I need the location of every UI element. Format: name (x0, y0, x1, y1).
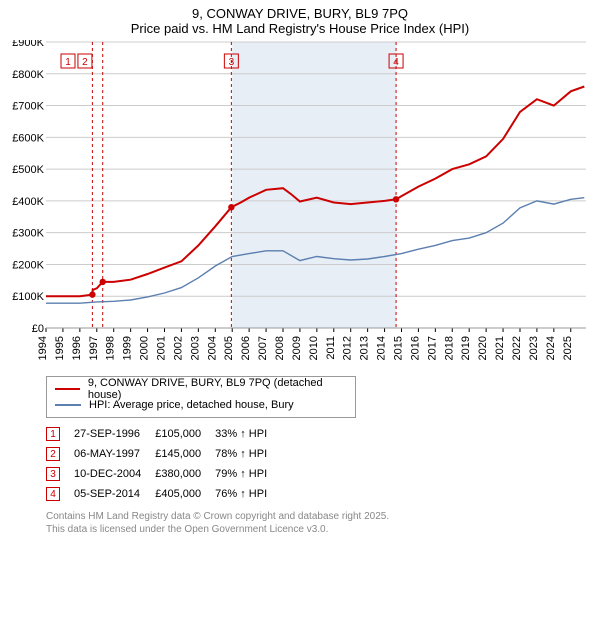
svg-text:3: 3 (229, 57, 235, 68)
svg-text:2025: 2025 (562, 336, 574, 360)
legend-label-property: 9, CONWAY DRIVE, BURY, BL9 7PQ (detached… (88, 377, 347, 401)
svg-text:1998: 1998 (105, 336, 117, 360)
svg-text:2017: 2017 (426, 336, 438, 360)
svg-text:2015: 2015 (392, 336, 404, 360)
event-marker: 3 (46, 467, 60, 481)
svg-text:2000: 2000 (139, 336, 151, 360)
legend-swatch-hpi (55, 404, 81, 405)
attribution: Contains HM Land Registry data © Crown c… (46, 510, 590, 536)
svg-text:£500K: £500K (12, 164, 44, 176)
legend: 9, CONWAY DRIVE, BURY, BL9 7PQ (detached… (46, 376, 356, 418)
svg-text:2019: 2019 (460, 336, 472, 360)
svg-text:2001: 2001 (155, 336, 167, 360)
event-price: £145,000 (155, 444, 215, 464)
event-date: 10-DEC-2004 (74, 464, 155, 484)
svg-text:1994: 1994 (37, 336, 49, 360)
svg-text:2005: 2005 (223, 336, 235, 360)
svg-text:1996: 1996 (71, 336, 83, 360)
svg-text:£100K: £100K (12, 291, 44, 303)
svg-text:£900K: £900K (12, 40, 44, 49)
chart-svg: £0 £100K £200K £300K £400K £500K £600K £700K £80… (10, 40, 590, 370)
svg-text:£300K: £300K (12, 228, 44, 240)
svg-text:£800K: £800K (12, 69, 44, 81)
svg-text:2006: 2006 (240, 336, 252, 360)
svg-text:£700K: £700K (12, 101, 44, 113)
svg-text:1: 1 (65, 57, 71, 68)
event-row: 1 27-SEP-1996£105,00033% ↑ HPI (46, 424, 281, 444)
svg-text:2016: 2016 (409, 336, 421, 360)
legend-swatch-property (55, 388, 80, 390)
svg-text:2013: 2013 (359, 336, 371, 360)
legend-label-hpi: HPI: Average price, detached house, Bury (89, 399, 294, 411)
svg-text:2012: 2012 (342, 336, 354, 360)
plot-area: £0 £100K £200K £300K £400K £500K £600K £700K £80… (10, 40, 590, 370)
svg-text:2014: 2014 (376, 336, 388, 360)
svg-text:1997: 1997 (88, 336, 100, 360)
svg-text:2: 2 (82, 57, 88, 68)
svg-text:£400K: £400K (12, 196, 44, 208)
event-marker: 2 (46, 447, 60, 461)
title-line-2: Price paid vs. HM Land Registry's House … (10, 21, 590, 36)
svg-text:2008: 2008 (274, 336, 286, 360)
svg-text:£200K: £200K (12, 259, 44, 271)
svg-text:2007: 2007 (257, 336, 269, 360)
svg-text:2020: 2020 (477, 336, 489, 360)
svg-text:2010: 2010 (308, 336, 320, 360)
svg-text:4: 4 (393, 57, 399, 68)
event-price: £105,000 (155, 424, 215, 444)
event-date: 06-MAY-1997 (74, 444, 155, 464)
event-price: £380,000 (155, 464, 215, 484)
svg-text:2002: 2002 (172, 336, 184, 360)
event-date: 27-SEP-1996 (74, 424, 155, 444)
svg-text:2022: 2022 (511, 336, 523, 360)
event-marker: 4 (46, 487, 60, 501)
svg-text:2009: 2009 (291, 336, 303, 360)
event-delta: 33% ↑ HPI (215, 424, 281, 444)
svg-text:2003: 2003 (189, 336, 201, 360)
event-marker: 1 (46, 427, 60, 441)
event-row: 2 06-MAY-1997£145,00078% ↑ HPI (46, 444, 281, 464)
chart-container: 9, CONWAY DRIVE, BURY, BL9 7PQ Price pai… (0, 0, 600, 540)
svg-text:1999: 1999 (122, 336, 134, 360)
svg-text:£600K: £600K (12, 132, 44, 144)
svg-text:£0: £0 (32, 323, 44, 335)
svg-text:2024: 2024 (545, 336, 557, 360)
title-line-1: 9, CONWAY DRIVE, BURY, BL9 7PQ (10, 6, 590, 21)
event-delta: 76% ↑ HPI (215, 484, 281, 504)
svg-text:2004: 2004 (206, 336, 218, 360)
event-row: 4 05-SEP-2014£405,00076% ↑ HPI (46, 484, 281, 504)
event-row: 3 10-DEC-2004£380,00079% ↑ HPI (46, 464, 281, 484)
svg-text:2023: 2023 (528, 336, 540, 360)
chart-title: 9, CONWAY DRIVE, BURY, BL9 7PQ Price pai… (10, 6, 590, 36)
event-date: 05-SEP-2014 (74, 484, 155, 504)
svg-text:2011: 2011 (325, 336, 337, 360)
event-delta: 79% ↑ HPI (215, 464, 281, 484)
legend-item-property: 9, CONWAY DRIVE, BURY, BL9 7PQ (detached… (55, 381, 347, 397)
attribution-line-1: Contains HM Land Registry data © Crown c… (46, 510, 590, 523)
svg-text:2018: 2018 (443, 336, 455, 360)
svg-text:1995: 1995 (54, 336, 66, 360)
event-delta: 78% ↑ HPI (215, 444, 281, 464)
event-price: £405,000 (155, 484, 215, 504)
events-table: 1 27-SEP-1996£105,00033% ↑ HPI 2 06-MAY-199… (46, 424, 281, 504)
svg-text:2021: 2021 (494, 336, 506, 360)
attribution-line-2: This data is licensed under the Open Gov… (46, 523, 590, 536)
